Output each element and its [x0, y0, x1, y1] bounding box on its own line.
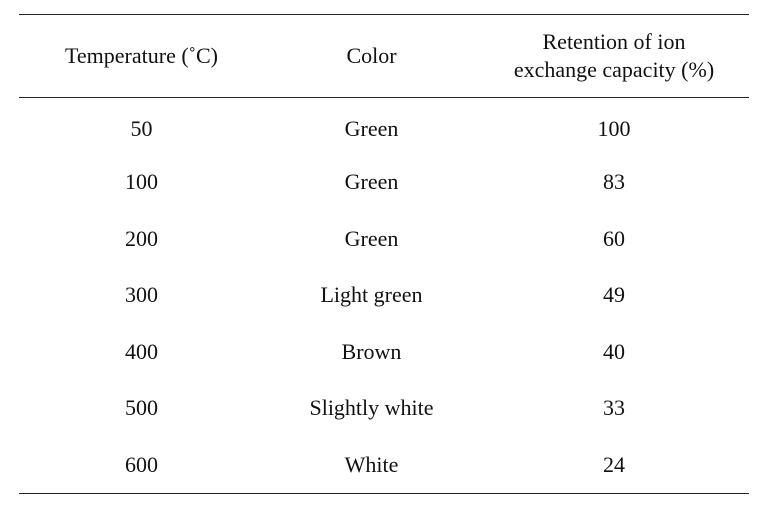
- header-retention-line1: Retention of ion: [542, 29, 686, 54]
- table-row: 500 Slightly white 33: [19, 380, 749, 437]
- cell-color: Green: [344, 225, 399, 251]
- table-row: 100 Green 83: [19, 154, 749, 211]
- cell-color: Slightly white: [309, 395, 434, 421]
- cell-color: Green: [344, 169, 399, 195]
- header-temperature: Temperature (˚C): [19, 14, 264, 98]
- table-row: 200 Green 60: [19, 211, 749, 268]
- cell-retention: 49: [603, 282, 625, 308]
- cell-temperature: 50: [130, 116, 153, 141]
- data-table: Temperature (˚C) Color Retention of ion …: [19, 14, 749, 494]
- table-row: 600 White 24: [19, 436, 749, 494]
- table-row: 50 Green 100: [19, 98, 749, 155]
- cell-retention: 33: [603, 395, 625, 421]
- cell-color: White: [264, 436, 479, 494]
- table-row: 300 Light green 49: [19, 267, 749, 324]
- cell-temperature: 200: [125, 225, 158, 251]
- table-header: Temperature (˚C) Color Retention of ion …: [19, 14, 749, 98]
- cell-temperature: 600: [19, 436, 264, 494]
- cell-color: Brown: [341, 338, 402, 364]
- header-retention-line2: exchange capacity (%): [513, 57, 715, 82]
- table-body: 50 Green 100 100 Green 83 200 Green 60 300 Light g…: [19, 98, 749, 494]
- cell-retention: 83: [603, 169, 625, 195]
- header-color: Color: [264, 14, 479, 98]
- cell-temperature: 400: [125, 338, 158, 364]
- cell-color: Light green: [320, 282, 423, 308]
- cell-temperature: 500: [125, 395, 158, 421]
- header-row: Temperature (˚C) Color Retention of ion …: [19, 14, 749, 98]
- cell-temperature: 300: [125, 282, 158, 308]
- table-row: 400 Brown 40: [19, 324, 749, 381]
- cell-retention: 24: [479, 436, 749, 494]
- cell-color: Green: [344, 116, 399, 141]
- header-retention: Retention of ion exchange capacity (%): [479, 14, 749, 98]
- cell-retention: 60: [603, 225, 625, 251]
- data-table-container: Temperature (˚C) Color Retention of ion …: [19, 14, 749, 494]
- cell-retention: 40: [603, 338, 625, 364]
- cell-retention: 100: [597, 116, 631, 141]
- cell-temperature: 100: [125, 169, 158, 195]
